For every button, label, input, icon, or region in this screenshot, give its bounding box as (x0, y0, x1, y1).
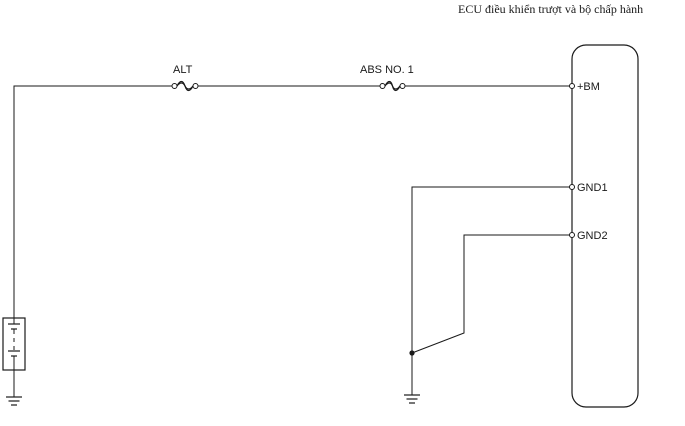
alt-fuse: ALT (171, 64, 199, 92)
fuse-icon (379, 80, 406, 92)
alt-fuse-label: ALT (173, 64, 193, 76)
terminal-bm-label: +BM (577, 81, 600, 93)
ground-icon (6, 370, 22, 406)
gnd1-wire (411, 186, 570, 395)
terminal-gnd1: GND1 (569, 182, 608, 194)
splice-point (409, 350, 415, 356)
battery-icon (2, 317, 26, 371)
ecu-label: ECU điều khiển trượt và bộ chấp hành (458, 2, 643, 16)
terminal-gnd1-label: GND1 (577, 182, 608, 194)
terminal-gnd2: GND2 (569, 230, 608, 242)
gnd2-wire (411, 234, 570, 354)
ground-icon (404, 394, 420, 404)
terminal-gnd2-label: GND2 (577, 230, 608, 242)
abs-no1-fuse: ABS NO. 1 (360, 64, 414, 92)
terminal-bm: +BM (569, 81, 600, 93)
abs-no1-fuse-label: ABS NO. 1 (360, 64, 414, 76)
fuse-icon (171, 80, 199, 92)
supply-wire (13, 85, 172, 318)
ecu-box (571, 44, 639, 408)
